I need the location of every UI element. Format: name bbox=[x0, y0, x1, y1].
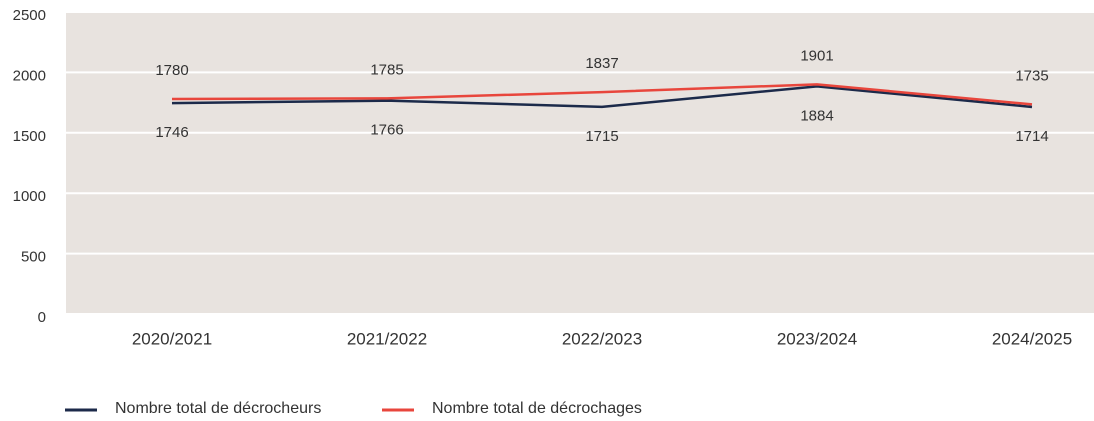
data-label: 1780 bbox=[155, 62, 188, 79]
legend-label: Nombre total de décrochages bbox=[432, 400, 642, 417]
y-tick-label: 2500 bbox=[13, 7, 46, 24]
series-line bbox=[171, 83, 1033, 106]
plot-area bbox=[66, 12, 1094, 314]
x-tick-label: 2023/2024 bbox=[777, 329, 857, 348]
x-tick-label: 2021/2022 bbox=[347, 329, 427, 348]
legend-label: Nombre total de décrocheurs bbox=[115, 400, 321, 417]
series-line bbox=[171, 85, 1033, 109]
data-label: 1785 bbox=[370, 61, 403, 78]
y-tick-label: 1000 bbox=[13, 188, 46, 205]
data-label: 1766 bbox=[370, 122, 403, 139]
x-tick-label: 2022/2023 bbox=[562, 329, 642, 348]
data-label: 1714 bbox=[1015, 128, 1048, 145]
x-tick-label: 2024/2025 bbox=[992, 329, 1072, 348]
data-label: 1715 bbox=[585, 128, 618, 145]
y-tick-label: 500 bbox=[21, 249, 46, 266]
data-label: 1884 bbox=[800, 107, 833, 124]
y-tick-label: 2000 bbox=[13, 67, 46, 84]
data-label: 1746 bbox=[155, 124, 188, 141]
x-tick-label: 2020/2021 bbox=[132, 329, 212, 348]
data-label: 1837 bbox=[585, 55, 618, 72]
y-tick-label: 1500 bbox=[13, 128, 46, 145]
data-label: 1901 bbox=[800, 47, 833, 64]
data-label: 1735 bbox=[1015, 67, 1048, 84]
y-tick-label: 0 bbox=[38, 309, 46, 326]
